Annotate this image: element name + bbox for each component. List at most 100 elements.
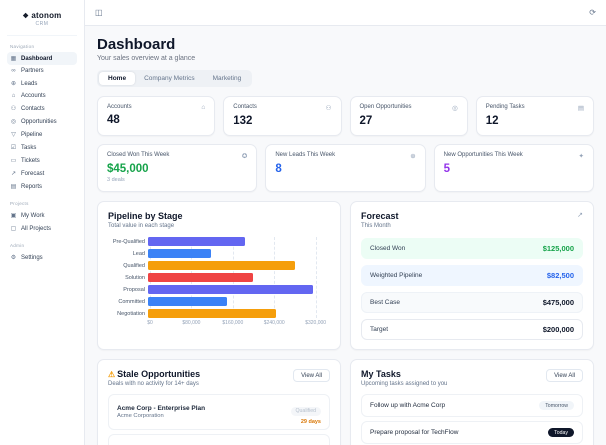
forecast-value: $200,000 — [542, 325, 574, 334]
kpi-label: Closed Won This Week — [107, 152, 170, 158]
sidebar-item-forecast[interactable]: ↗ Forecast — [7, 167, 77, 180]
sidebar-item-contacts[interactable]: ⚇ Contacts — [7, 102, 77, 115]
chart-category-label: Lead — [132, 250, 145, 257]
kpi-value: 5 — [443, 163, 451, 175]
chart-x-axis: $0 $80,000 $160,000 $240,000 $320,000 — [147, 320, 326, 329]
chart-row: Pre-Qualified — [108, 237, 326, 246]
kpi-value: 27 — [359, 115, 373, 127]
middle-row: Pipeline by Stage Total value in each st… — [97, 201, 594, 350]
nav-section-label: Navigation — [10, 44, 35, 49]
sidebar-item-opportunities[interactable]: ◎ Opportunities — [7, 115, 77, 128]
panel-title: Pipeline by Stage — [108, 211, 183, 221]
my-tasks-card: My Tasks Upcoming tasks assigned to you … — [350, 359, 594, 445]
sidebar-item-leads[interactable]: ⊕ Leads — [7, 77, 77, 90]
forecast-row-target: Target $200,000 — [361, 319, 583, 340]
chart-bar[interactable] — [148, 309, 277, 318]
tab-marketing[interactable]: Marketing — [212, 75, 242, 82]
sidebar-item-tickets[interactable]: ▭ Tickets — [7, 154, 77, 167]
x-axis-tick-label: $240,000 — [263, 320, 285, 326]
kpi-card-contacts[interactable]: Contacts ⚇ 132 — [223, 96, 342, 136]
target-icon: ◎ — [452, 105, 458, 112]
forecast-card: Forecast This Month ↗ Closed Won $125,000… — [350, 201, 594, 350]
chart-bar[interactable] — [148, 249, 211, 258]
sidebar-item-label: Partners — [21, 68, 44, 74]
sidebar-item-reports[interactable]: ▤ Reports — [7, 180, 77, 193]
sidebar-item-label: Reports — [21, 183, 43, 190]
tab-company-metrics[interactable]: Company Metrics — [144, 75, 195, 82]
view-all-button[interactable]: View All — [293, 369, 330, 382]
panel-title: My Tasks — [361, 369, 401, 379]
nav-section-projects: Projects ▣ My Work ▢ All Projects — [7, 201, 77, 235]
document-icon: ▤ — [10, 184, 17, 190]
kpi-card-accounts[interactable]: Accounts ⌂ 48 — [97, 96, 216, 136]
grid-icon: ▦ — [10, 56, 17, 62]
sidebar-item-dashboard[interactable]: ▦ Dashboard — [7, 52, 77, 65]
chart-bar[interactable] — [148, 297, 227, 306]
sidebar-item-label: Contacts — [21, 105, 45, 112]
list-item[interactable]: Follow up with Acme Corp Tomorrow — [361, 394, 583, 417]
ticket-icon: ▭ — [10, 158, 17, 164]
forecast-value: $82,500 — [546, 271, 574, 280]
nav-section-navigation: Navigation ▦ Dashboard ∞ Partners ⊕ Leads ⌂… — [7, 44, 77, 193]
clipboard-icon: ▤ — [577, 105, 584, 112]
sidebar-item-label: Forecast — [21, 170, 45, 177]
kpi-card-closed-won-week[interactable]: Closed Won This Week ✪ $45,000 3 deals — [97, 144, 258, 192]
tab-home[interactable]: Home — [99, 72, 136, 85]
handshake-icon: ∞ — [11, 68, 16, 74]
sidebar-item-label: Settings — [21, 254, 43, 261]
kpi-label: Contacts — [233, 104, 257, 110]
chart-bar[interactable] — [148, 285, 313, 294]
chart-bar-track — [148, 237, 326, 246]
chart-category-label: Negotiation — [117, 310, 145, 317]
chart-bar-track — [148, 309, 326, 318]
topbar: ◫ ⟳ — [85, 0, 606, 26]
list-item[interactable]: Prepare proposal for TechFlow Today — [361, 421, 583, 444]
kpi-value: $45,000 — [107, 163, 149, 175]
kpi-card-open-opportunities[interactable]: Open Opportunities ◎ 27 — [349, 96, 468, 136]
sidebar-item-settings[interactable]: ⚙ Settings — [7, 251, 77, 264]
list-item[interactable]: TechFlow - Platform LicenseTechFlow Solu… — [108, 434, 330, 445]
briefcase-icon: ▣ — [10, 213, 17, 219]
kpi-card-new-opportunities-week[interactable]: New Opportunities This Week ✦ 5 — [433, 144, 594, 192]
forecast-row-closed-won: Closed Won $125,000 — [361, 238, 583, 259]
kpi-value: 8 — [275, 163, 282, 175]
view-all-button[interactable]: View All — [546, 369, 583, 382]
x-axis-tick-label: $160,000 — [222, 320, 244, 326]
list-item[interactable]: Acme Corp - Enterprise Plan Acme Corporat… — [108, 394, 330, 430]
nav-section-admin: Admin ⚙ Settings — [7, 243, 77, 264]
kpi-card-pending-tasks[interactable]: Pending Tasks ▤ 12 — [475, 96, 594, 136]
sidebar-item-partners[interactable]: ∞ Partners — [7, 65, 77, 77]
forecast-rows: Closed Won $125,000 Weighted Pipeline $82,… — [361, 238, 583, 340]
trend-up-icon: ↗ — [10, 171, 17, 177]
sidebar-item-all-projects[interactable]: ▢ All Projects — [7, 222, 77, 235]
chart-bar[interactable] — [148, 237, 245, 246]
kpi-label: Open Opportunities — [359, 104, 412, 110]
user-plus-icon: ⊕ — [410, 153, 416, 160]
sidebar-item-my-work[interactable]: ▣ My Work — [7, 209, 77, 222]
app-logo: ❖ atonom CRM — [7, 8, 77, 36]
panel-toggle-icon[interactable]: ◫ — [95, 8, 103, 17]
chart-bar-track — [148, 261, 326, 270]
pipeline-chart: Pre-Qualified Lead Qualified Solution Propos… — [108, 237, 330, 329]
sidebar-item-label: Pipeline — [21, 131, 43, 138]
chart-bar[interactable] — [148, 261, 295, 270]
sidebar-item-label: Tickets — [21, 157, 40, 164]
refresh-icon[interactable]: ⟳ — [589, 8, 596, 17]
stale-opportunities-list: Acme Corp - Enterprise Plan Acme Corporat… — [108, 394, 330, 445]
sidebar-item-pipeline[interactable]: ▽ Pipeline — [7, 128, 77, 141]
chart-category-label: Proposal — [123, 286, 145, 293]
trophy-icon: ✪ — [241, 153, 248, 160]
sidebar-item-label: All Projects — [21, 225, 52, 232]
page-title: Dashboard — [97, 36, 176, 53]
chart-row: Solution — [108, 273, 326, 282]
nav-section-label: Admin — [10, 243, 25, 248]
chart-bar[interactable] — [148, 273, 253, 282]
sidebar-item-accounts[interactable]: ⌂ Accounts — [7, 90, 77, 102]
building-icon: ⌂ — [11, 93, 16, 99]
chart-bar-track — [148, 285, 326, 294]
kpi-card-new-leads-week[interactable]: New Leads This Week ⊕ 8 — [265, 144, 426, 192]
kpi-label: Accounts — [107, 104, 132, 110]
sidebar-item-tasks[interactable]: ☑ Tasks — [7, 141, 77, 154]
opportunity-company: Acme Corporation — [117, 413, 164, 420]
